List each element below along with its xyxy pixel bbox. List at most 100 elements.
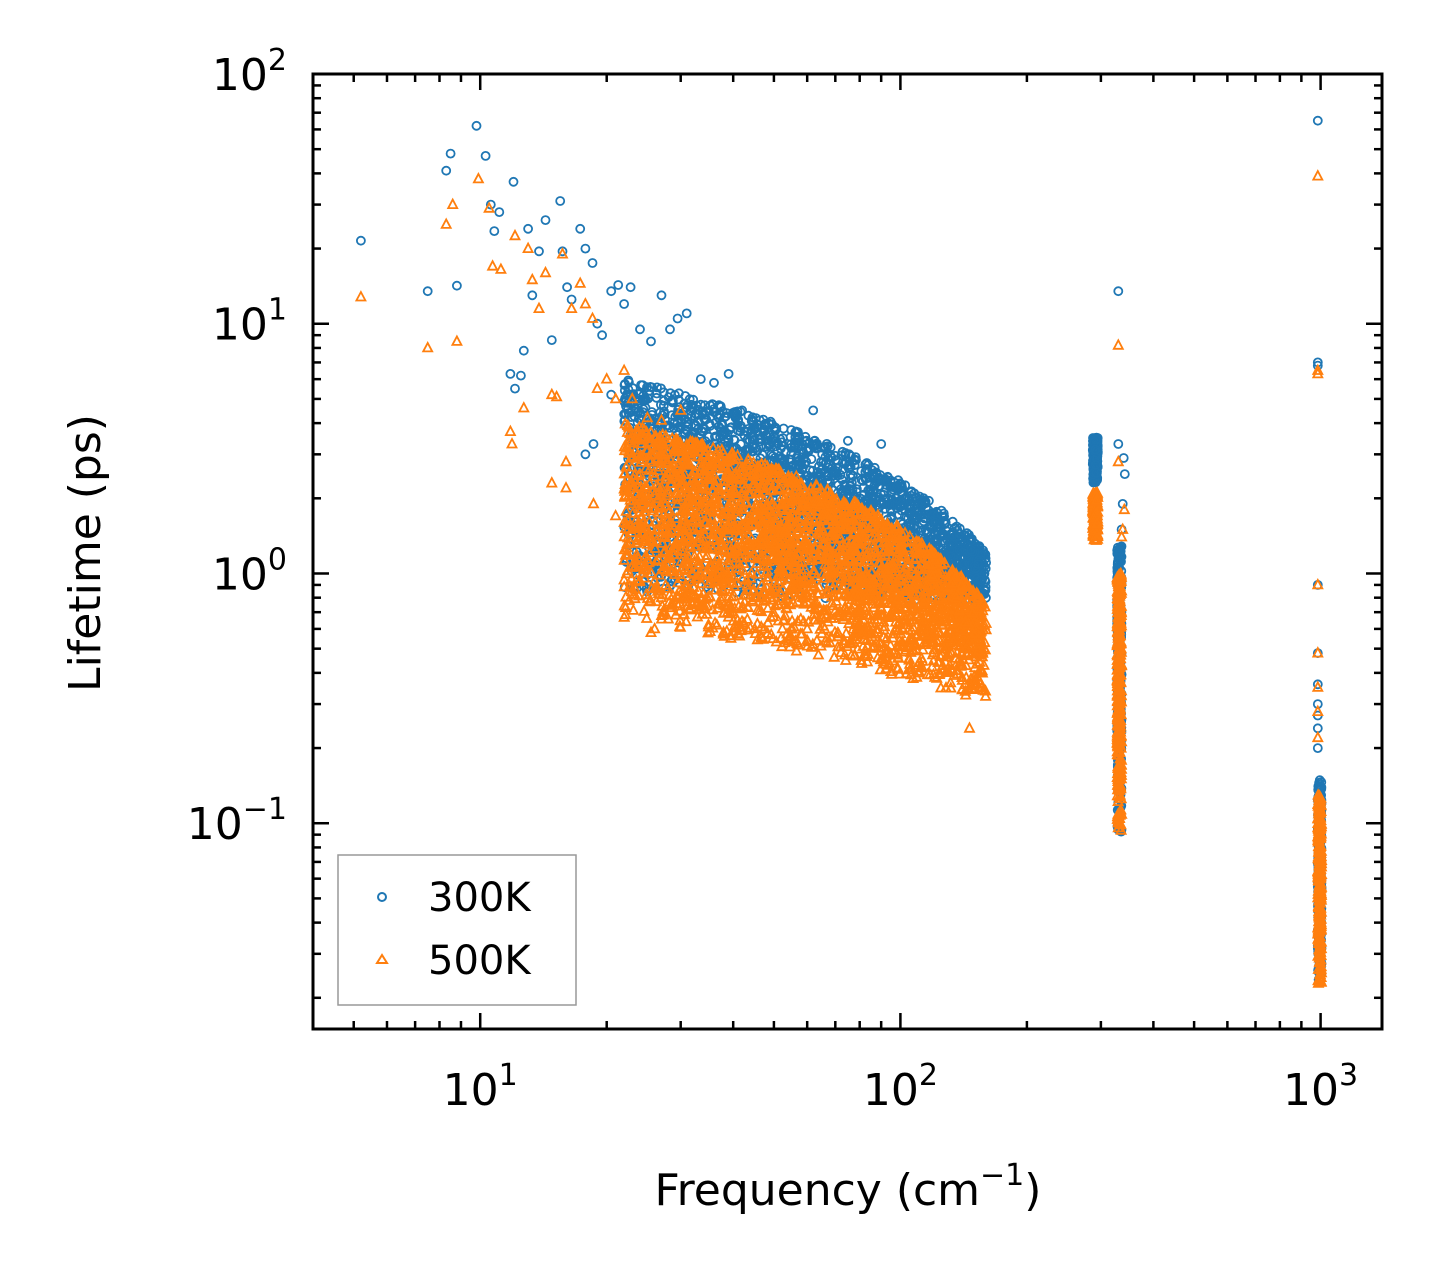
point-500K xyxy=(623,579,636,591)
point-500K xyxy=(694,564,706,577)
point-500K xyxy=(761,601,774,613)
point-300K xyxy=(841,457,851,468)
point-300K xyxy=(793,461,804,471)
point-300K xyxy=(635,324,645,335)
point-300K xyxy=(882,476,892,487)
point-300K xyxy=(652,382,662,393)
point-300K xyxy=(665,324,675,335)
point-300K xyxy=(752,422,763,433)
point-300K xyxy=(485,199,496,210)
point-300K xyxy=(505,368,516,379)
point-300K xyxy=(867,494,878,505)
point-300K xyxy=(673,422,683,433)
point-500K xyxy=(807,563,820,575)
point-300K xyxy=(948,539,958,549)
point-300K xyxy=(695,374,706,385)
point-500K xyxy=(641,591,654,603)
point-300K xyxy=(979,568,990,579)
point-300K xyxy=(887,499,897,510)
point-300K xyxy=(580,449,591,460)
point-300K xyxy=(860,459,871,470)
point-500K xyxy=(970,657,983,669)
point-500K xyxy=(911,609,924,621)
point-300K xyxy=(592,318,603,329)
point-300K xyxy=(715,423,726,434)
point-300K xyxy=(966,535,977,546)
point-300K xyxy=(518,345,529,356)
point-300K xyxy=(975,575,986,586)
point-300K xyxy=(785,454,795,465)
point-500K xyxy=(905,594,918,607)
point-500K xyxy=(725,446,738,458)
point-300K xyxy=(516,370,526,381)
point-300K xyxy=(889,482,900,493)
point-300K xyxy=(665,388,676,399)
point-300K xyxy=(355,235,366,246)
point-500K xyxy=(738,484,750,496)
point-500K xyxy=(670,511,683,523)
point-300K xyxy=(920,498,930,509)
point-300K xyxy=(936,529,947,540)
point-300K xyxy=(859,489,869,500)
point-300K xyxy=(790,432,801,442)
point-300K xyxy=(876,439,887,449)
point-300K xyxy=(746,414,757,425)
point-500K xyxy=(644,593,657,606)
point-300K xyxy=(1115,546,1126,556)
point-500K xyxy=(871,625,884,637)
point-300K xyxy=(737,405,747,416)
point-300K xyxy=(850,454,860,465)
point-300K xyxy=(684,394,695,405)
point-300K xyxy=(776,457,787,468)
point-300K xyxy=(766,449,776,460)
point-300K xyxy=(625,282,636,293)
point-300K xyxy=(778,423,789,434)
point-300K xyxy=(441,165,452,176)
point-300K xyxy=(917,519,928,530)
point-300K xyxy=(575,223,586,234)
point-300K xyxy=(747,441,758,452)
point-500K xyxy=(810,569,823,582)
point-500K xyxy=(627,603,640,615)
point-300K xyxy=(945,551,956,562)
point-300K xyxy=(906,487,916,498)
point-500K xyxy=(761,615,774,628)
point-300K xyxy=(667,410,677,421)
point-300K xyxy=(767,451,778,462)
point-500K xyxy=(700,551,712,563)
point-300K xyxy=(1312,679,1323,690)
point-300K xyxy=(919,495,930,506)
point-300K xyxy=(705,400,716,411)
point-300K xyxy=(732,419,743,430)
point-300K xyxy=(658,400,669,411)
point-300K xyxy=(843,435,853,446)
point-500K xyxy=(696,531,709,544)
point-500K xyxy=(653,568,666,580)
point-300K xyxy=(919,509,930,520)
point-300K xyxy=(635,388,645,399)
point-300K xyxy=(954,545,965,556)
point-300K xyxy=(741,426,752,437)
point-300K xyxy=(726,422,737,433)
point-500K xyxy=(944,675,957,688)
point-300K xyxy=(597,330,607,341)
point-300K xyxy=(801,456,812,467)
point-300K xyxy=(1113,286,1124,297)
point-500K xyxy=(840,626,853,638)
point-300K xyxy=(791,426,801,437)
point-300K xyxy=(906,490,916,501)
point-300K xyxy=(692,416,703,427)
point-300K xyxy=(613,280,624,290)
point-300K xyxy=(508,176,519,187)
point-300K xyxy=(875,498,886,509)
point-300K xyxy=(494,207,505,218)
point-300K xyxy=(489,226,500,237)
point-300K xyxy=(672,313,683,324)
point-300K xyxy=(840,448,851,458)
scatter-points xyxy=(354,115,1328,988)
point-300K xyxy=(471,120,482,131)
point-500K xyxy=(812,648,825,660)
point-500K xyxy=(731,505,744,517)
point-300K xyxy=(1112,557,1123,568)
